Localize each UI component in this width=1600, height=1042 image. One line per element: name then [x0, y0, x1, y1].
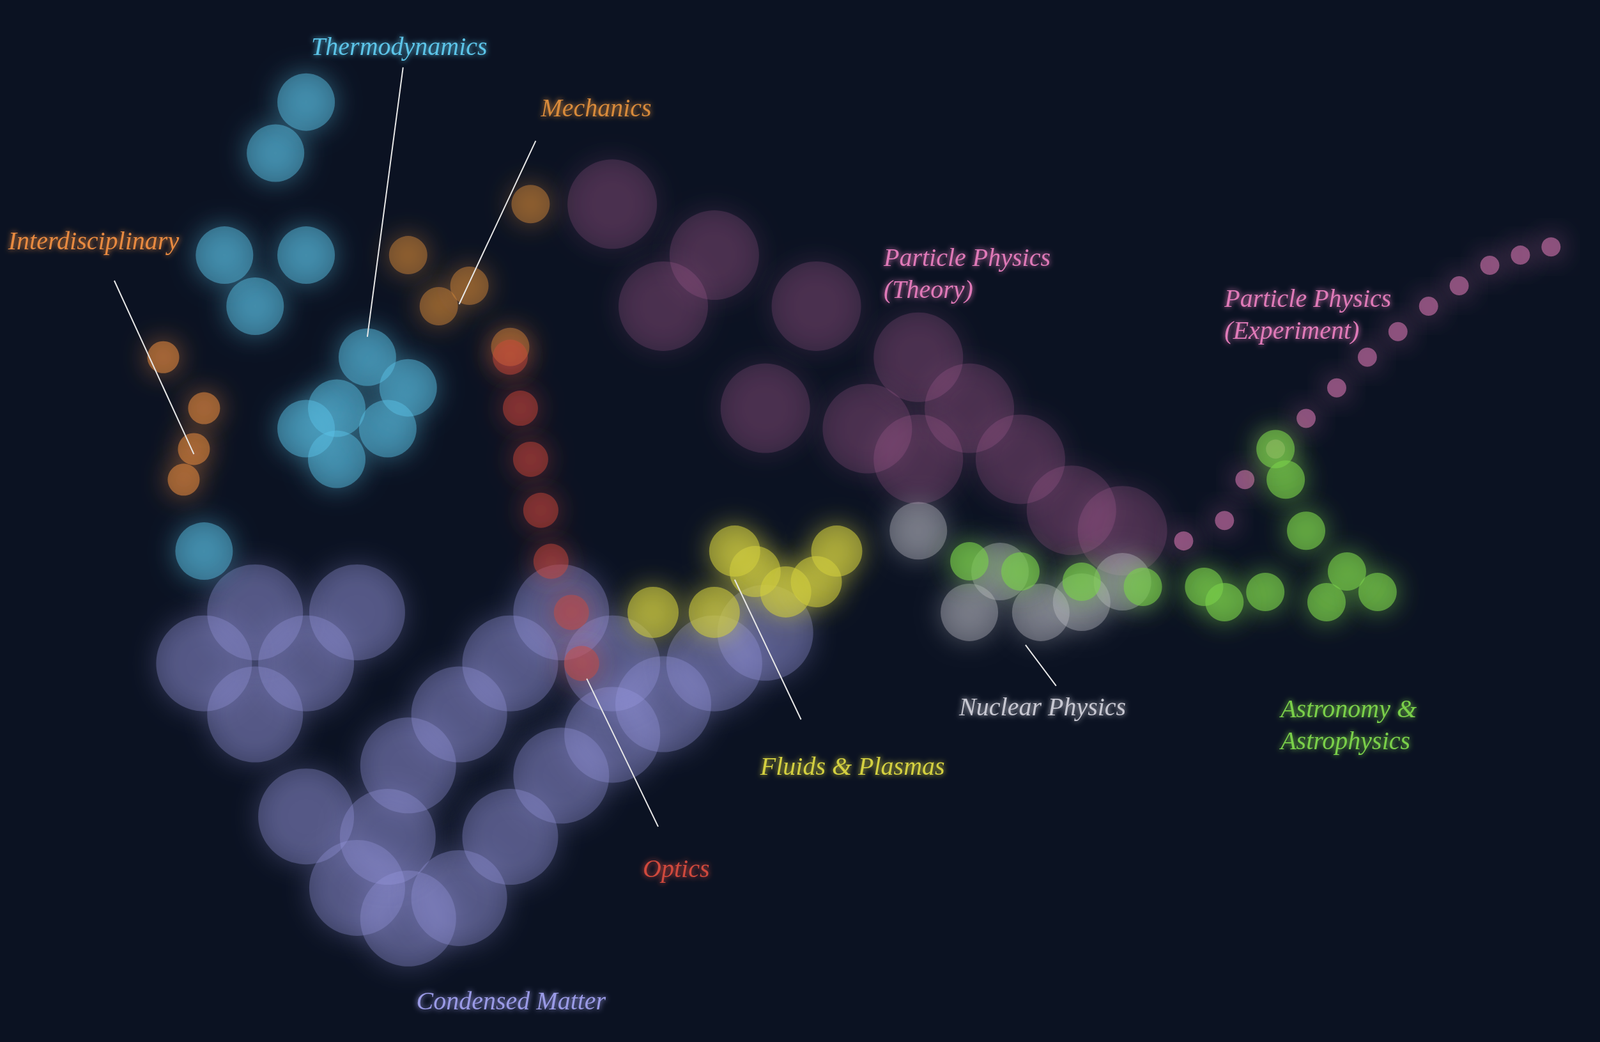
svg-text:Fluids & Plasmas: Fluids & Plasmas: [759, 751, 946, 781]
svg-text:Thermodynamics: Thermodynamics: [311, 31, 488, 61]
svg-text:(Experiment): (Experiment): [1224, 315, 1360, 345]
svg-text:Optics: Optics: [642, 853, 710, 883]
svg-text:Interdisciplinary: Interdisciplinary: [7, 226, 180, 255]
svg-text:Astrophysics: Astrophysics: [1278, 725, 1411, 755]
svg-text:(Theory): (Theory): [883, 274, 974, 304]
svg-text:Nuclear Physics: Nuclear Physics: [958, 692, 1126, 721]
svg-text:Particle Physics: Particle Physics: [1223, 283, 1392, 313]
svg-text:Condensed Matter: Condensed Matter: [416, 985, 607, 1015]
svg-text:Mechanics: Mechanics: [539, 93, 652, 123]
svg-text:Astronomy &: Astronomy &: [1278, 693, 1417, 723]
svg-text:Particle Physics: Particle Physics: [883, 242, 1051, 272]
